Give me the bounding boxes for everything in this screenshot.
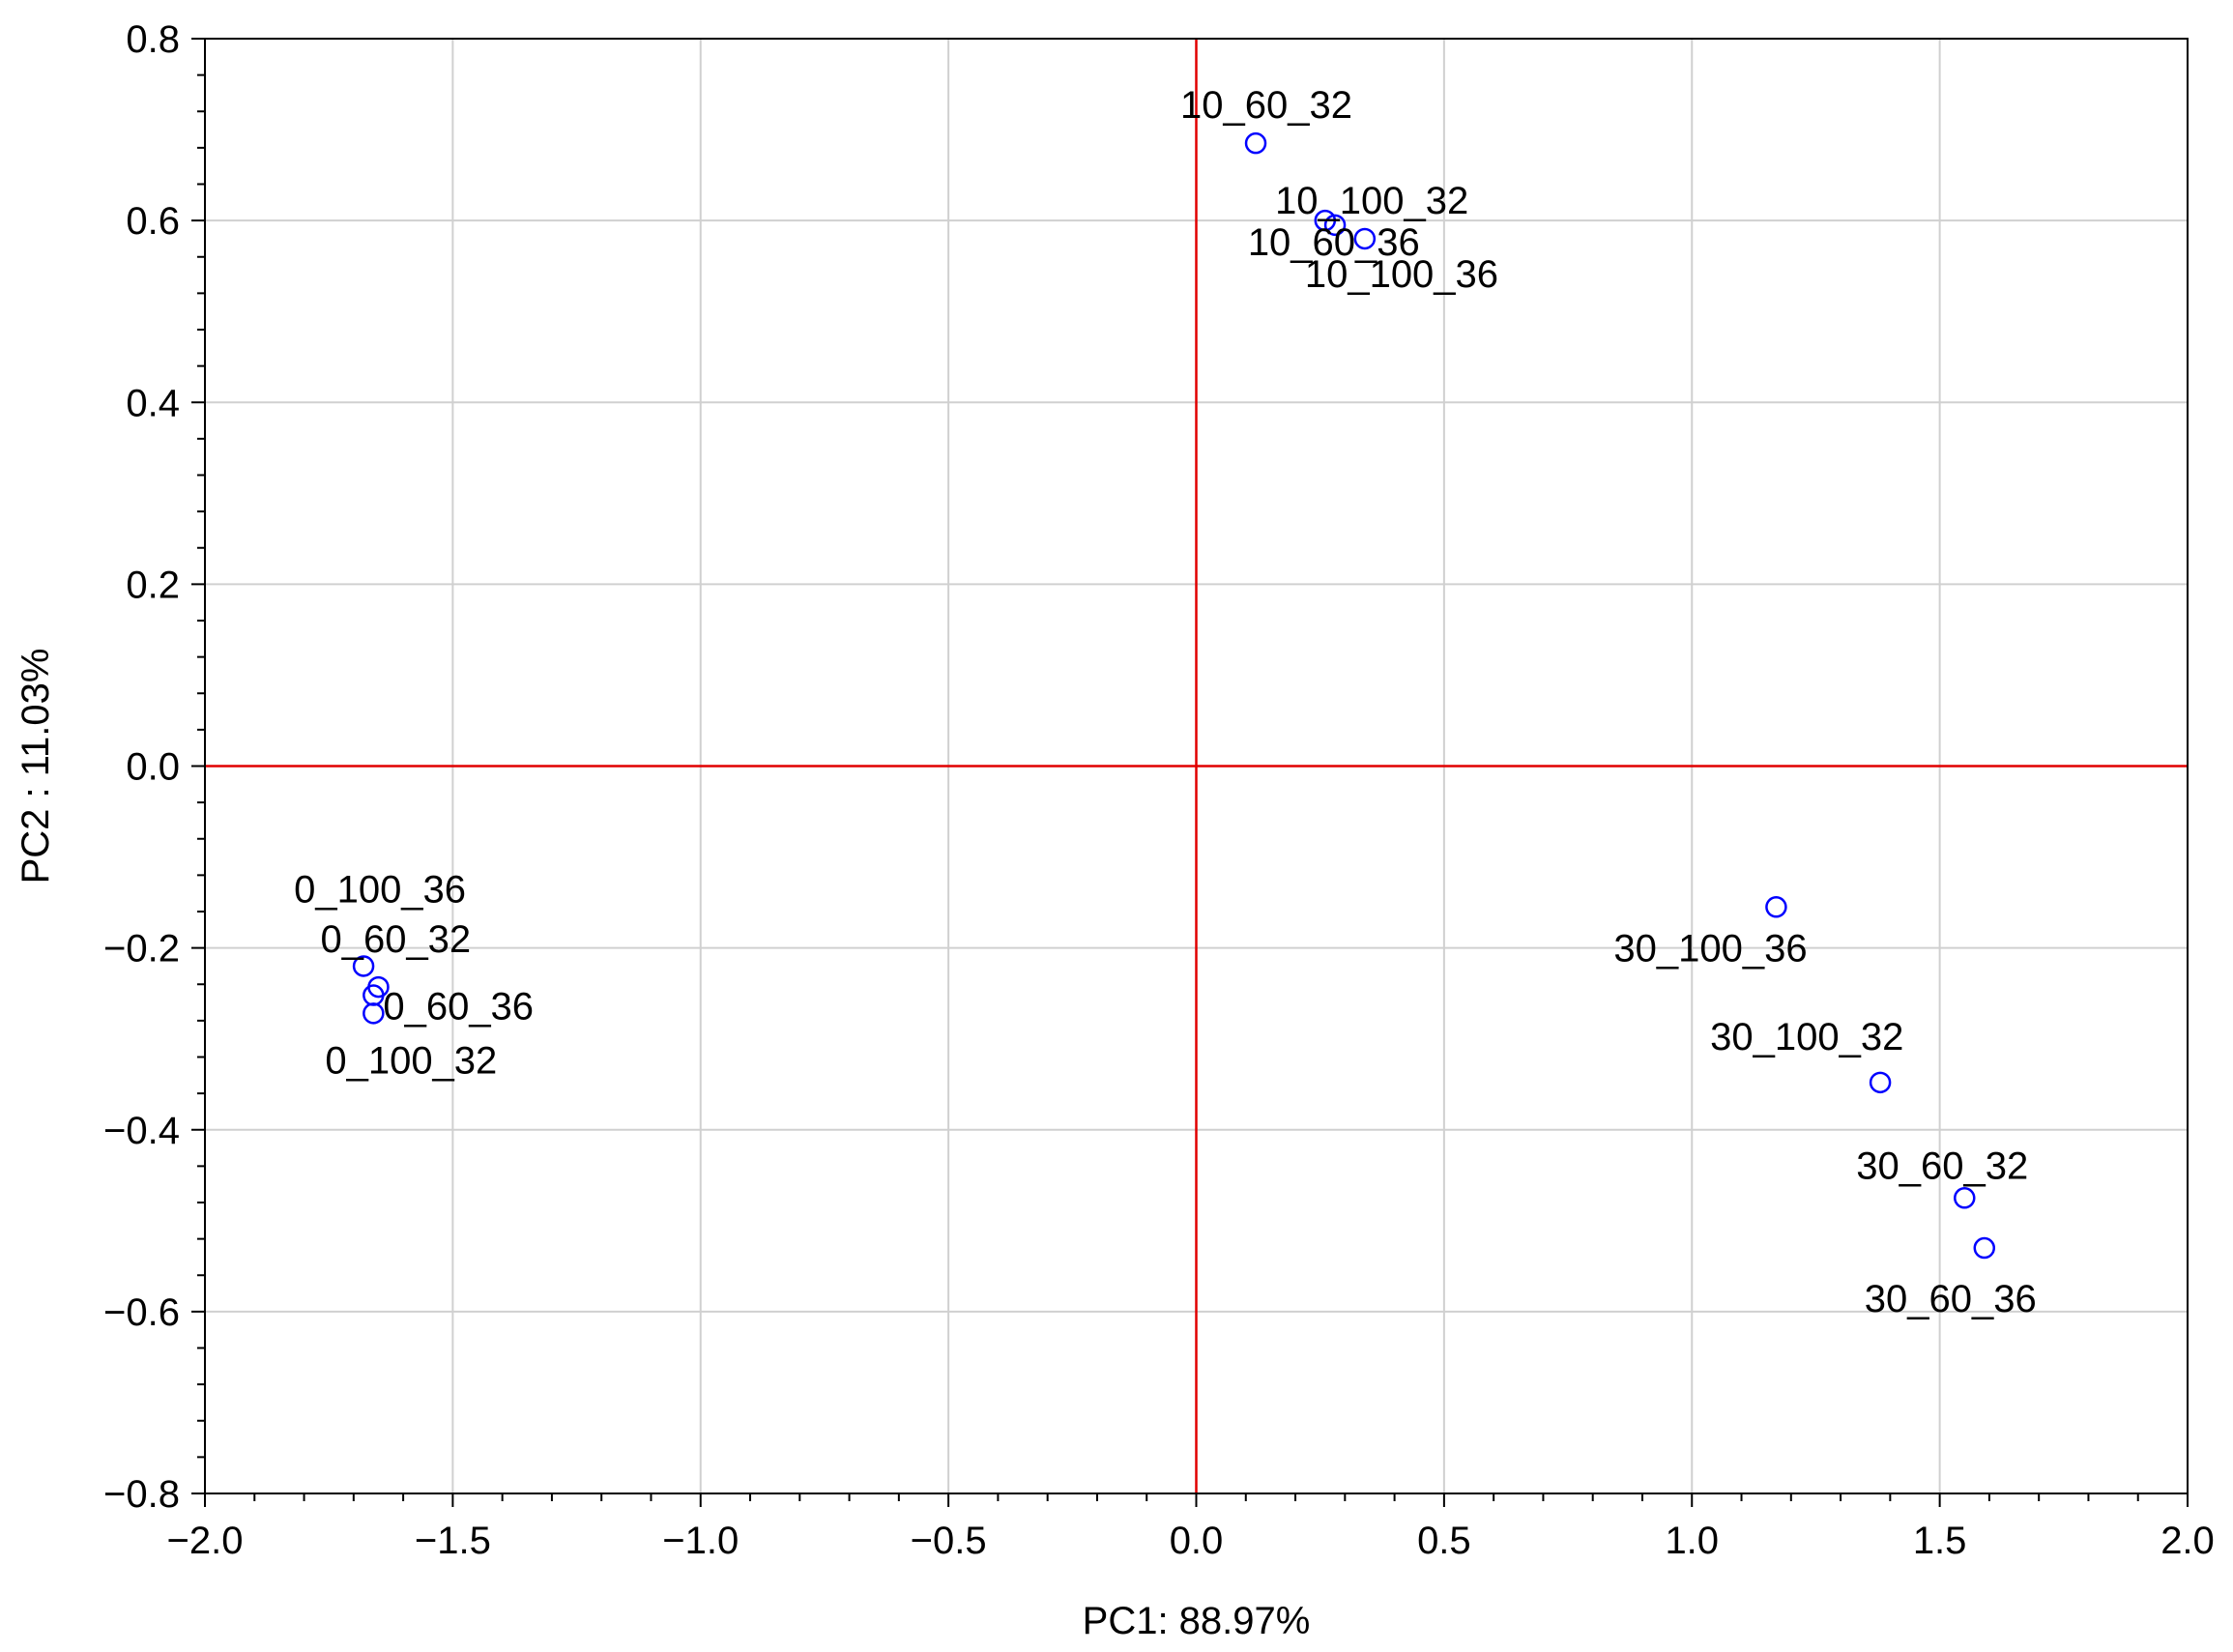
data-point-marker [362,1002,385,1025]
data-point-label: 0_100_36 [294,868,466,911]
x-tick-label: 0.0 [1170,1520,1224,1562]
y-tick-label: −0.2 [103,928,180,971]
data-point-label: 30_100_32 [1710,1016,1903,1058]
y-tick-label: 0.0 [126,746,180,789]
data-point-marker [1954,1187,1976,1209]
x-tick-label: 2.0 [2160,1520,2215,1562]
y-tick-label: 0.8 [126,18,180,61]
x-tick-label: 0.5 [1417,1520,1471,1562]
data-point-label: 0_100_32 [325,1039,497,1082]
data-point-label: 10_60_32 [1180,84,1352,127]
data-point-label: 30_100_36 [1613,927,1807,970]
data-point-marker [1973,1236,1996,1260]
x-tick-label: 1.5 [1913,1520,1967,1562]
y-tick-label: 0.2 [126,564,180,606]
data-point-label: 0_60_32 [320,918,471,961]
data-point-marker [1314,209,1337,232]
y-tick-label: −0.6 [103,1291,180,1334]
data-point-label: 10_100_32 [1275,180,1468,222]
data-point-marker [1869,1071,1892,1094]
axis-ticks: −2.0 −1.5 −1.0 −0.5 0.0 0.5 1.0 1.5 2.0 −0.8 −0.6 −… [103,18,2215,1562]
data-point-label: 30_60_32 [1856,1145,2028,1187]
data-point-marker [1244,131,1267,155]
y-tick-label: −0.8 [103,1473,180,1516]
x-tick-label: −0.5 [911,1520,987,1562]
x-tick-label: 1.0 [1665,1520,1719,1562]
data-point-marker [352,955,375,977]
x-tick-label: −1.0 [662,1520,739,1562]
data-point-marker [1323,214,1347,237]
data-points [352,131,1996,1260]
data-point-marker [1353,227,1377,250]
data-point-label: 10_100_36 [1305,253,1498,296]
y-axis-title: PC2 : 11.03% [14,649,57,884]
x-tick-label: −1.5 [415,1520,491,1562]
data-point-label: 30_60_36 [1865,1278,2037,1320]
y-tick-label: 0.4 [126,382,180,424]
x-tick-label: −2.0 [167,1520,244,1562]
data-point-label: 10_60_36 [1248,221,1420,264]
x-axis-title: PC1: 88.97% [1083,1600,1311,1642]
reference-lines [205,39,2188,1493]
data-point-label: 0_60_36 [383,986,534,1029]
data-point-marker [1765,896,1787,918]
y-tick-label: −0.4 [103,1110,180,1152]
y-tick-label: 0.6 [126,200,180,243]
